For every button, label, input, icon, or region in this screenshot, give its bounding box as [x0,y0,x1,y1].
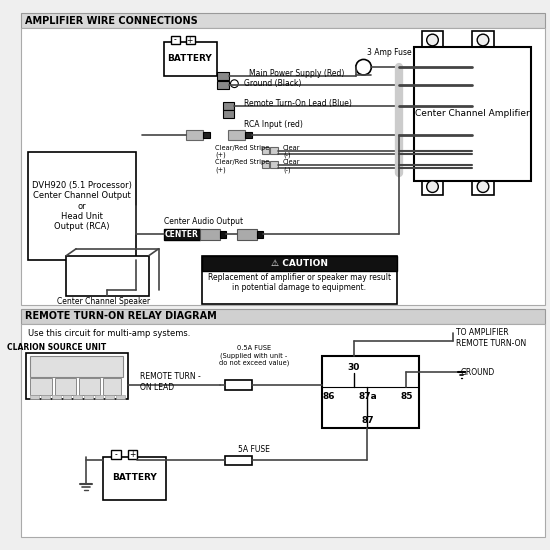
Text: 30: 30 [348,363,360,372]
Text: ⚠ CAUTION: ⚠ CAUTION [271,259,328,268]
Text: +: + [186,36,193,45]
Bar [414,47,531,181]
Bar [223,110,234,118]
Text: Remote Turn-On Lead (Blue): Remote Turn-On Lead (Blue) [244,98,352,108]
Circle shape [477,34,489,46]
Bar [422,31,443,49]
Circle shape [427,181,438,192]
Bar [322,356,419,428]
Bar [271,147,278,153]
Text: 0.5A FUSE
(Supplied with unit -
do not exceed value): 0.5A FUSE (Supplied with unit - do not e… [219,345,289,366]
Text: Replacement of amplifier or speaker may result
in potential damage to equipment.: Replacement of amplifier or speaker may … [208,273,391,293]
Bar [21,323,545,537]
Bar [21,309,545,323]
Text: Main Power Supply (Red): Main Power Supply (Red) [249,69,344,79]
Text: RCA Input (red): RCA Input (red) [244,120,303,129]
Bar [30,356,123,377]
Text: Clear
(-): Clear (-) [283,160,300,173]
Bar [26,353,128,399]
Text: 87: 87 [361,416,374,425]
Text: Ground (Black): Ground (Black) [244,79,301,88]
Bar [55,378,76,395]
Bar [220,232,225,238]
Text: BATTERY: BATTERY [112,474,157,482]
Bar [217,72,229,80]
Bar [52,395,60,399]
Bar [225,455,252,465]
Bar [228,130,245,140]
Bar [128,450,138,459]
Text: 86: 86 [322,392,335,401]
Bar [103,378,121,395]
Text: Use this circuit for multi-amp systems.: Use this circuit for multi-amp systems. [28,329,190,338]
Bar [79,378,101,395]
Text: 3 Amp Fuse: 3 Amp Fuse [367,48,412,57]
Text: Center Audio Output: Center Audio Output [163,217,243,226]
Text: DVH920 (5.1 Processor)
Center Channel Output
or
Head Unit
Output (RCA): DVH920 (5.1 Processor) Center Channel Ou… [32,181,132,232]
Text: GROUND: GROUND [461,367,495,377]
Bar [63,395,72,399]
Text: REMOTE TURN-ON RELAY DIAGRAM: REMOTE TURN-ON RELAY DIAGRAM [25,311,216,321]
Bar [257,232,262,238]
Text: 87a: 87a [358,392,377,401]
Text: -: - [174,36,177,45]
Bar [163,42,217,76]
Circle shape [427,34,438,46]
Bar [30,378,52,395]
Bar [186,130,204,140]
Bar [41,395,50,399]
Text: Center Channel Speaker: Center Channel Speaker [57,296,150,306]
Bar [186,36,195,44]
Bar [67,256,149,296]
Bar [163,229,200,240]
Circle shape [230,80,238,87]
Bar [103,456,167,501]
Bar [28,152,136,261]
Bar [223,102,234,110]
Bar [202,256,397,304]
Text: CENTER: CENTER [165,230,199,239]
Text: Clear
(-): Clear (-) [283,145,300,158]
Text: +: + [129,450,136,459]
Bar [472,178,494,195]
Bar [204,132,210,138]
Bar [202,256,397,271]
Text: 85: 85 [400,392,412,401]
Text: Clear/Red Stripe
(+): Clear/Red Stripe (+) [215,160,270,173]
Bar [245,132,252,138]
Text: BATTERY: BATTERY [167,54,212,63]
Bar [116,395,125,399]
Bar [84,395,92,399]
Bar [422,178,443,195]
Bar [73,395,82,399]
Circle shape [477,181,489,192]
Text: Clear/Red Stripe
(+): Clear/Red Stripe (+) [215,145,270,158]
Bar [200,229,220,240]
Text: CLARION SOURCE UNIT: CLARION SOURCE UNIT [7,343,106,353]
Text: -: - [114,450,117,459]
Text: REMOTE TURN -
ON LEAD: REMOTE TURN - ON LEAD [140,372,201,392]
Bar [237,229,257,240]
Bar [105,395,114,399]
Bar [271,161,278,168]
Bar [217,81,229,89]
Bar [262,161,270,168]
Bar [95,395,103,399]
Bar [262,147,270,153]
Circle shape [356,59,371,75]
Text: Center Channel Amplifier: Center Channel Amplifier [415,109,530,118]
Bar [111,450,121,459]
Text: AMPLIFIER WIRE CONNECTIONS: AMPLIFIER WIRE CONNECTIONS [25,15,197,26]
Text: TO AMPLIFIER
REMOTE TURN-ON: TO AMPLIFIER REMOTE TURN-ON [456,328,526,348]
Bar [472,31,494,49]
Bar [21,29,545,305]
Bar [30,395,39,399]
Bar [225,380,252,389]
Bar [171,36,180,44]
Bar [21,13,545,29]
Text: 5A FUSE: 5A FUSE [238,446,270,454]
